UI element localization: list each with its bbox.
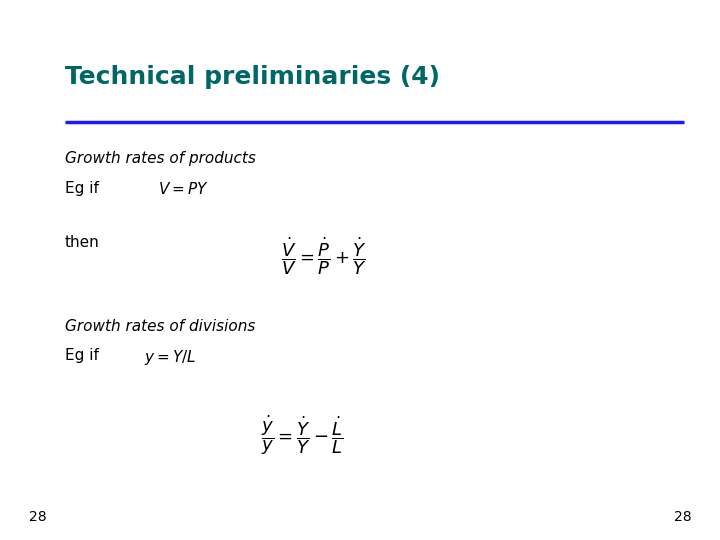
- Text: then: then: [65, 235, 99, 250]
- Text: Eg if: Eg if: [65, 348, 99, 363]
- Text: Eg if: Eg if: [65, 181, 99, 196]
- Text: 28: 28: [29, 510, 46, 524]
- Text: Technical preliminaries (4): Technical preliminaries (4): [65, 65, 440, 89]
- Text: 28: 28: [674, 510, 691, 524]
- Text: Growth rates of divisions: Growth rates of divisions: [65, 319, 255, 334]
- Text: $\dfrac{\dot{y}}{y} = \dfrac{\dot{Y}}{Y} - \dfrac{\dot{L}}{L}$: $\dfrac{\dot{y}}{y} = \dfrac{\dot{Y}}{Y}…: [261, 413, 344, 457]
- Text: Growth rates of products: Growth rates of products: [65, 151, 256, 166]
- Text: $\dfrac{\dot{V}}{V} = \dfrac{\dot{P}}{P} + \dfrac{\dot{Y}}{Y}$: $\dfrac{\dot{V}}{V} = \dfrac{\dot{P}}{P}…: [281, 235, 367, 277]
- Text: $y = Y/L$: $y = Y/L$: [144, 348, 196, 367]
- Text: $V = PY$: $V = PY$: [158, 181, 209, 197]
